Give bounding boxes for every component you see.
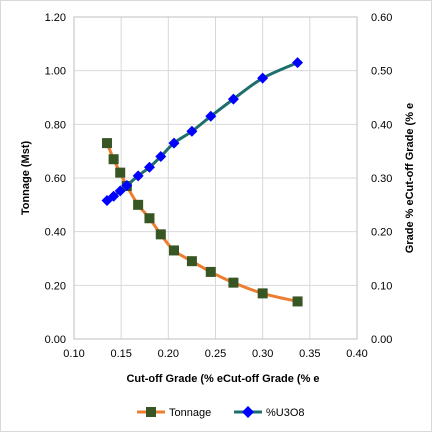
- data-point-marker: [227, 93, 239, 105]
- right-y-tick-label: 0.40: [371, 119, 392, 131]
- data-point-marker: [108, 154, 119, 165]
- data-point-marker: [186, 125, 198, 137]
- data-point-marker: [155, 229, 166, 240]
- data-point-marker: [228, 277, 239, 288]
- x-tick-label: 0.35: [299, 348, 320, 360]
- data-point-marker: [115, 167, 126, 178]
- right-y-tick-label: 0.60: [371, 12, 392, 24]
- data-point-marker: [144, 213, 155, 224]
- data-point-marker: [132, 170, 144, 182]
- data-point-marker: [205, 266, 216, 277]
- data-point-marker: [168, 245, 179, 256]
- legend-label-tonnage: Tonnage: [169, 407, 211, 419]
- data-point-marker: [114, 185, 126, 197]
- data-point-marker: [121, 180, 133, 192]
- gridlines: [73, 16, 358, 340]
- left-y-tick-label: 0.80: [45, 119, 66, 131]
- right-y-tick-label: 0.20: [371, 227, 392, 239]
- x-tick-label: 0.40: [346, 348, 367, 360]
- right-y-tick-label: 0.30: [371, 173, 392, 185]
- x-axis-title: Cut-off Grade (% eCut-off Grade (% e: [126, 373, 319, 385]
- right-y-axis-ticks: 0.00 0.10 0.20 0.30 0.40 0.50 0.60: [371, 12, 392, 346]
- left-y-tick-label: 0.40: [45, 227, 66, 239]
- right-y-axis-title: Grade % eCut-off Grade (% e: [404, 103, 416, 253]
- right-y-tick-label: 0.10: [371, 280, 392, 292]
- x-tick-label: 0.10: [63, 348, 84, 360]
- legend-marker-square: [146, 407, 156, 417]
- left-y-tick-label: 0.00: [45, 334, 66, 346]
- left-y-tick-label: 0.20: [45, 280, 66, 292]
- data-point-marker: [257, 72, 269, 84]
- legend: Tonnage %U3O8: [137, 406, 305, 419]
- x-tick-label: 0.30: [252, 348, 273, 360]
- left-y-axis-ticks: 0.00 0.20 0.40 0.60 0.80 1.00 1.20: [45, 12, 66, 346]
- left-y-tick-label: 0.60: [45, 173, 66, 185]
- data-point-marker: [102, 138, 113, 149]
- right-y-tick-label: 0.50: [371, 66, 392, 78]
- left-y-axis-title: Tonnage (Mst): [20, 140, 32, 215]
- data-point-marker: [108, 190, 120, 202]
- data-point-marker: [292, 296, 303, 307]
- series-layer: [101, 57, 304, 307]
- data-point-marker: [186, 256, 197, 267]
- data-point-marker: [292, 57, 304, 69]
- series-tonnage: [102, 138, 303, 307]
- x-tick-label: 0.15: [110, 348, 131, 360]
- right-y-tick-label: 0.00: [371, 334, 392, 346]
- x-tick-label: 0.25: [205, 348, 226, 360]
- data-point-marker: [257, 288, 268, 299]
- left-y-tick-label: 1.20: [45, 12, 66, 24]
- series-line: [106, 61, 299, 202]
- plot-area: [73, 16, 358, 340]
- series-line: [105, 142, 298, 303]
- legend-label-u3o8: %U3O8: [266, 407, 305, 419]
- legend-item-tonnage: Tonnage: [137, 407, 211, 419]
- left-y-tick-label: 1.00: [45, 66, 66, 78]
- x-axis-ticks: 0.10 0.15 0.20 0.25 0.30 0.35 0.40: [63, 348, 367, 360]
- data-point-marker: [168, 137, 180, 149]
- x-tick-label: 0.20: [158, 348, 179, 360]
- data-point-marker: [155, 151, 167, 163]
- data-point-marker: [133, 199, 144, 210]
- data-point-marker: [205, 110, 217, 122]
- legend-marker-diamond: [242, 406, 254, 418]
- series-u3o8: [101, 57, 304, 207]
- data-point-marker: [143, 161, 155, 173]
- legend-item-u3o8: %U3O8: [234, 406, 305, 419]
